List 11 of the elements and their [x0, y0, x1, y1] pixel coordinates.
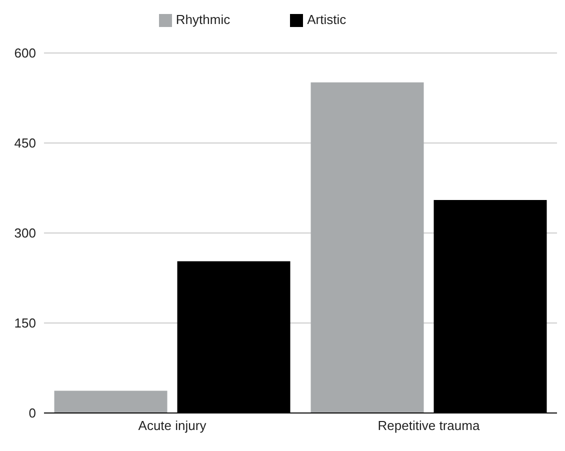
- x-tick-label: Repetitive trauma: [378, 418, 480, 434]
- y-tick-label: 300: [14, 226, 36, 241]
- bar: [54, 390, 168, 413]
- legend-label: Artistic: [307, 12, 346, 27]
- y-tick-label: 450: [14, 136, 36, 151]
- y-tick-label: 0: [28, 406, 36, 421]
- bar: [310, 82, 424, 413]
- y-tick-label: 150: [14, 316, 36, 331]
- x-tick-label: Acute injury: [138, 418, 207, 434]
- y-tick-label: 600: [14, 46, 36, 61]
- legend-label: Rhythmic: [176, 12, 230, 27]
